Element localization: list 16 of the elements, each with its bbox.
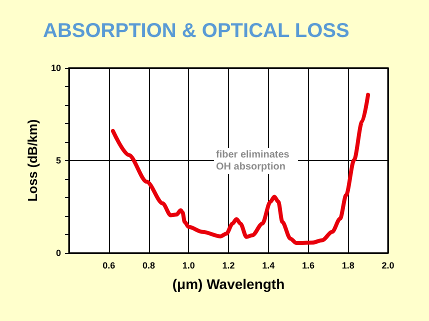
x-tick-label: 1.6 [302, 260, 315, 270]
x-axis-title: (μm) Wavelength [172, 276, 285, 292]
x-tick-label: 1.8 [342, 260, 354, 270]
x-tick-label: 0.8 [142, 260, 156, 270]
y-tick-label: 5 [56, 156, 61, 166]
annotation: fiber eliminates OH absorption [216, 150, 292, 172]
y-tick-label: 0 [56, 248, 61, 258]
x-tick-label: 1.2 [222, 260, 235, 270]
y-axis-title: Loss (dB/km) [25, 119, 40, 202]
x-tick-label: 1.4 [262, 260, 275, 270]
y-tick-label: 10 [50, 63, 61, 73]
x-tick-label: 1.0 [182, 260, 195, 270]
line-series [110, 92, 370, 246]
x-tick-label: 0.6 [102, 260, 116, 270]
chart-title: ABSORPTION & OPTICAL LOSS [43, 20, 350, 42]
x-tick-label: 2.0 [382, 260, 394, 270]
